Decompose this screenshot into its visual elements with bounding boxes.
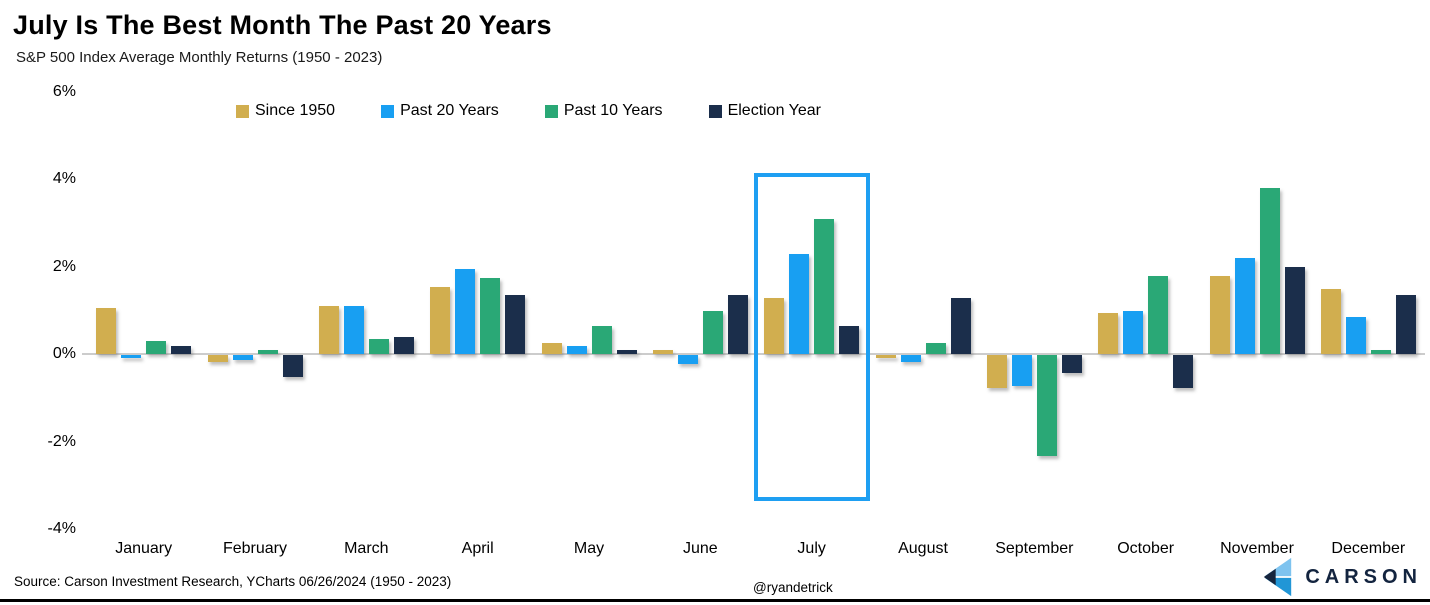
legend-swatch-since-1950 (236, 104, 249, 118)
bar-april-election-year (505, 295, 526, 355)
legend-item-past-10-years: Past 10 Years (544, 102, 663, 120)
plot-area (82, 70, 1425, 540)
bar-june-past-10-years (702, 310, 723, 355)
bar-june-past-20-years (677, 355, 698, 365)
x-axis-label-may: May (573, 540, 605, 557)
bar-february-past-10-years (257, 350, 278, 355)
july-highlight-box (753, 172, 870, 501)
y-axis-label-2pct: 2% (52, 257, 76, 275)
carson-logo-icon (1264, 557, 1292, 597)
page-subtitle: S&P 500 Index Average Monthly Returns (1… (16, 49, 383, 66)
bar-may-since-1950 (541, 343, 562, 355)
bar-april-past-20-years (455, 269, 476, 355)
legend-swatch-election-year (708, 104, 722, 118)
x-axis-label-february: February (222, 540, 288, 557)
x-axis-label-march: March (344, 540, 389, 557)
y-axis-label-6pct: 6% (52, 82, 76, 100)
bar-july-since-1950 (764, 297, 785, 355)
bar-december-since-1950 (1320, 288, 1341, 355)
bar-january-since-1950 (96, 308, 117, 355)
y-axis-label-neg4pct: -4% (47, 520, 76, 538)
x-axis-label-december: December (1331, 540, 1406, 557)
bar-august-election-year (950, 297, 971, 355)
bar-december-past-20-years (1345, 317, 1366, 355)
bar-march-election-year (393, 336, 414, 355)
bar-march-past-20-years (343, 306, 364, 355)
bar-june-election-year (727, 295, 748, 355)
bar-october-since-1950 (1098, 312, 1119, 355)
legend-swatch-past-10-years (544, 104, 558, 118)
legend-item-since-1950: Since 1950 (236, 102, 335, 120)
legend-label-past-20-years: Past 20 Years (400, 102, 499, 119)
bar-may-past-10-years (591, 325, 612, 355)
bar-september-past-10-years (1036, 355, 1057, 456)
bar-january-election-year (171, 345, 192, 355)
bar-july-past-10-years (814, 218, 835, 355)
x-axis-label-august: August (898, 540, 948, 557)
bar-july-past-20-years (789, 253, 810, 355)
y-axis-label-4pct: 4% (52, 170, 76, 188)
zero-axis-line (82, 353, 1425, 356)
legend-item-election-year: Election Year (708, 102, 821, 120)
bar-december-past-10-years (1370, 350, 1391, 355)
bar-march-since-1950 (318, 306, 339, 355)
bar-june-since-1950 (652, 350, 673, 355)
bar-october-past-20-years (1123, 310, 1144, 355)
bar-november-past-20-years (1234, 258, 1255, 355)
bar-december-election-year (1395, 295, 1416, 355)
bar-september-past-20-years (1011, 355, 1032, 386)
x-axis-label-november: November (1220, 540, 1294, 557)
page-title: July Is The Best Month The Past 20 Years (13, 10, 552, 40)
bar-november-election-year (1284, 266, 1305, 355)
x-axis-label-april: April (461, 540, 494, 557)
bar-august-past-10-years (925, 343, 946, 355)
y-axis-label-neg2pct: -2% (47, 432, 76, 450)
bar-january-past-20-years (121, 355, 142, 358)
bar-may-election-year (616, 350, 637, 355)
x-axis-label-september: September (995, 540, 1074, 557)
bar-july-election-year (839, 325, 860, 355)
y-axis-label-0pct: 0% (52, 345, 76, 363)
x-axis-label-october: October (1117, 540, 1175, 557)
bar-february-election-year (282, 355, 303, 378)
bar-february-past-20-years (232, 355, 253, 360)
bar-february-since-1950 (207, 355, 228, 362)
carson-logo: CARSON (1262, 556, 1422, 598)
legend-label-since-1950: Since 1950 (255, 102, 336, 119)
bar-september-election-year (1061, 355, 1082, 373)
bar-august-past-20-years (900, 355, 921, 362)
legend-item-past-20-years: Past 20 Years (381, 102, 499, 120)
bar-april-past-10-years (480, 277, 501, 355)
bar-november-since-1950 (1209, 275, 1230, 355)
legend-label-past-10-years: Past 10 Years (563, 102, 663, 119)
bottom-border (0, 599, 1430, 602)
legend-swatch-past-20-years (381, 104, 395, 118)
legend-label-election-year: Election Year (727, 102, 821, 119)
bar-october-election-year (1173, 355, 1194, 389)
x-axis-label-june: June (682, 540, 718, 557)
bar-august-since-1950 (875, 355, 896, 358)
carson-logo-text: CARSON (1305, 565, 1422, 588)
legend: Since 1950 Past 20 Years Past 10 Years Elec… (236, 102, 821, 120)
source-note: Source: Carson Investment Research, YCha… (14, 574, 452, 589)
bar-march-past-10-years (368, 339, 389, 355)
bar-november-past-10-years (1259, 188, 1280, 355)
bar-may-past-20-years (566, 345, 587, 355)
bar-january-past-10-years (146, 341, 167, 355)
bar-october-past-10-years (1148, 275, 1169, 355)
bar-april-since-1950 (430, 286, 451, 355)
twitter-handle: @ryandetrick (753, 580, 833, 595)
x-axis-label-july: July (797, 540, 826, 557)
bar-september-since-1950 (986, 355, 1007, 389)
x-axis-label-january: January (115, 540, 173, 557)
